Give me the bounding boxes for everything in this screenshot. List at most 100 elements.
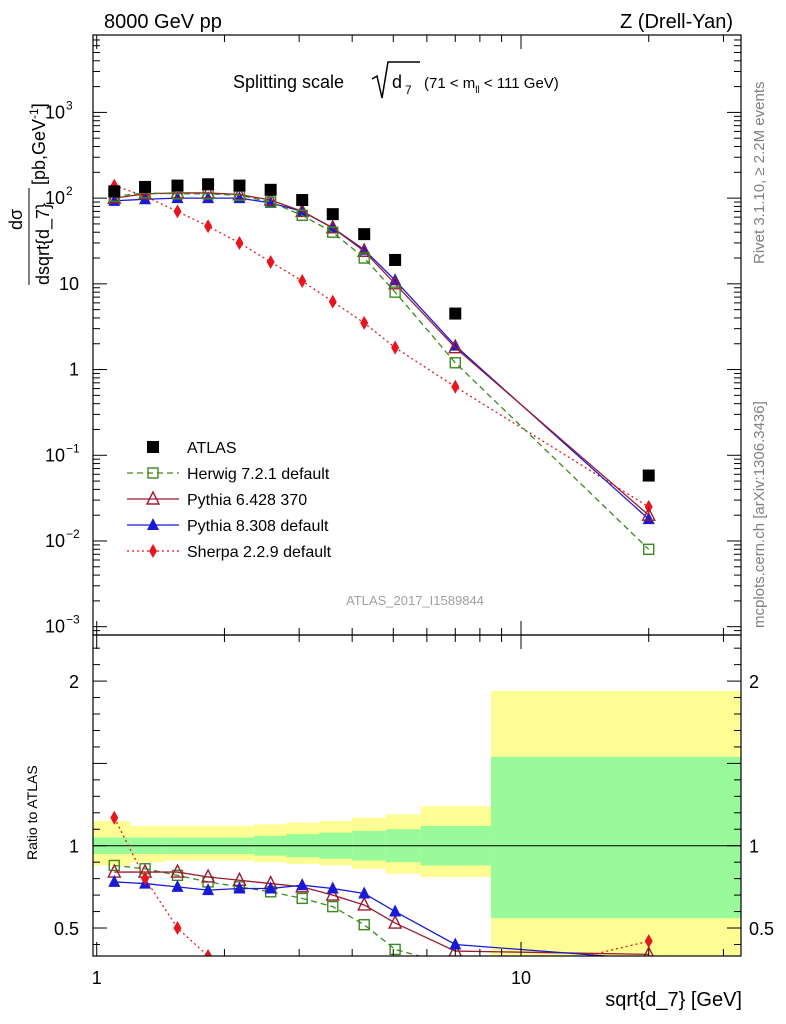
ratio-point-pythia-8-308-default bbox=[108, 874, 121, 887]
data-point-herwig-7-2-1-default bbox=[327, 226, 339, 238]
y-axis-label-main: dσ dsqrt{d_7} [pb,GeV-1] bbox=[6, 103, 54, 285]
data-point-atlas bbox=[642, 469, 655, 482]
y-tick-label: 10 bbox=[45, 102, 65, 122]
ratio-line-herwig-7-2-1-default bbox=[114, 864, 422, 956]
ratio-point-pythia-6-428-370 bbox=[170, 863, 185, 878]
y-tick-label: 10 bbox=[45, 617, 65, 637]
y-label-unit: [pb,GeV-1] bbox=[27, 103, 49, 185]
data-point-atlas bbox=[139, 180, 152, 193]
ratio-point-pythia-6-428-370 bbox=[200, 868, 216, 883]
ratio-uncertainty-bands bbox=[93, 690, 741, 956]
legend-marker-pythia-8-308-default bbox=[147, 518, 159, 530]
ratio-y-tick-label: 0.5 bbox=[54, 919, 79, 939]
ratio-point-pythia-8-308-default bbox=[171, 879, 184, 892]
legend-marker-pythia-6-428-370 bbox=[145, 490, 161, 505]
ratio-point-pythia-8-308-default bbox=[264, 881, 277, 894]
main-line-herwig-7-2-1-default bbox=[114, 192, 650, 550]
ratio-point-herwig-7-2-1-default bbox=[389, 943, 401, 956]
ratio-point-pythia-6-428-370 bbox=[387, 914, 403, 929]
y-tick-label: 1 bbox=[69, 360, 79, 380]
data-point-atlas bbox=[358, 228, 371, 241]
data-point-sherpa-2-2-9-default bbox=[298, 273, 307, 288]
plot-title: Splitting scale d 7 (71 < mll < 111 GeV) bbox=[233, 61, 559, 99]
ratio-line-pythia-8-308-default bbox=[114, 881, 615, 956]
legend-label-atlas: ATLAS bbox=[187, 440, 237, 457]
ratio-y-tick-label: 2 bbox=[69, 672, 79, 692]
ratio-point-pythia-8-308-default bbox=[202, 883, 215, 896]
legend-label-pythia-8-308-default: Pythia 8.308 default bbox=[187, 518, 329, 535]
ratio-point-pythia-8-308-default bbox=[326, 881, 339, 894]
ratio-point-sherpa-2-2-9-default bbox=[204, 949, 213, 956]
ratio-series bbox=[107, 810, 654, 956]
ratio-point-pythia-8-308-default bbox=[296, 878, 309, 891]
data-point-atlas bbox=[296, 194, 309, 207]
y-tick-label-exponent: 2 bbox=[66, 184, 73, 198]
y-tick-label: 10 bbox=[45, 188, 65, 208]
ratio-point-sherpa-2-2-9-default bbox=[110, 810, 119, 825]
plot-title-main: Splitting scale bbox=[233, 72, 344, 92]
data-point-pythia-6-428-370 bbox=[641, 506, 656, 521]
data-point-atlas bbox=[264, 183, 277, 196]
legend-marker-sherpa-2-2-9-default bbox=[149, 544, 157, 558]
data-point-sherpa-2-2-9-default bbox=[204, 219, 213, 234]
y-label-numerator: dσ bbox=[6, 209, 26, 230]
data-point-pythia-8-308-default bbox=[202, 191, 215, 204]
x-tick-label: 10 bbox=[511, 968, 531, 988]
ratio-point-pythia-6-428-370 bbox=[448, 942, 463, 956]
legend-label-sherpa-2-2-9-default: Sherpa 2.2.9 default bbox=[187, 544, 332, 561]
ratio-frame bbox=[92, 634, 742, 957]
data-point-pythia-6-428-370 bbox=[200, 184, 216, 199]
ratio-point-pythia-6-428-370 bbox=[643, 945, 654, 956]
ratio-point-sherpa-2-2-9-default bbox=[173, 921, 182, 936]
x-tick-label: 1 bbox=[92, 968, 102, 988]
data-point-atlas bbox=[326, 208, 339, 221]
data-point-atlas bbox=[389, 253, 402, 266]
data-point-pythia-6-428-370 bbox=[170, 184, 185, 199]
y-tick-label: 10 bbox=[45, 531, 65, 551]
ratio-point-pythia-8-308-default bbox=[358, 886, 371, 899]
data-point-herwig-7-2-1-default bbox=[449, 357, 461, 369]
data-point-herwig-7-2-1-default bbox=[296, 209, 308, 222]
y-tick-label: 10 bbox=[45, 445, 65, 465]
ratio-point-pythia-8-308-default bbox=[389, 904, 402, 917]
data-point-herwig-7-2-1-default bbox=[643, 543, 655, 555]
legend-marker-herwig-7-2-1-default bbox=[147, 467, 159, 479]
ratio-point-herwig-7-2-1-default bbox=[327, 900, 339, 913]
y-label-denominator: dsqrt{d_7} bbox=[33, 203, 54, 285]
legend-label-herwig-7-2-1-default: Herwig 7.2.1 default bbox=[187, 466, 330, 483]
ratio-point-sherpa-2-2-9-default bbox=[644, 934, 653, 949]
ratio-y-tick-label-right: 2 bbox=[749, 672, 759, 692]
y-tick-label-exponent: −2 bbox=[66, 527, 80, 541]
data-point-atlas bbox=[202, 178, 215, 191]
data-point-herwig-7-2-1-default bbox=[389, 286, 401, 298]
data-point-atlas bbox=[171, 179, 184, 192]
legend-label-pythia-6-428-370: Pythia 6.428 370 bbox=[187, 492, 307, 509]
main-line-sherpa-2-2-9-default bbox=[114, 184, 650, 508]
ratio-point-herwig-7-2-1-default bbox=[358, 919, 370, 931]
data-point-sherpa-2-2-9-default bbox=[391, 340, 400, 355]
ratio-line-pythia-6-428-370 bbox=[114, 871, 649, 956]
header-right-label: Z (Drell-Yan) bbox=[620, 11, 733, 33]
data-point-pythia-6-428-370 bbox=[357, 242, 372, 257]
y-axis-label-ratio: Ratio to ATLAS bbox=[24, 765, 40, 860]
inner-band-bin bbox=[491, 756, 741, 919]
data-point-sherpa-2-2-9-default bbox=[451, 379, 460, 394]
data-point-pythia-6-428-370 bbox=[448, 339, 463, 354]
data-point-atlas bbox=[108, 185, 121, 198]
ratio-point-pythia-6-428-370 bbox=[325, 886, 340, 901]
ratio-point-pythia-8-308-default bbox=[449, 937, 462, 950]
data-point-pythia-6-428-370 bbox=[263, 191, 278, 206]
legend: ATLAS Herwig 7.2.1 default Pythia 6.428 37… bbox=[127, 440, 332, 561]
y-tick-label: 10 bbox=[59, 274, 79, 294]
rivet-version-label: Rivet 3.1.10, ≥ 2.2M events bbox=[751, 82, 768, 265]
ratio-point-pythia-6-428-370 bbox=[357, 896, 372, 911]
sqrt-sign bbox=[371, 61, 420, 99]
ratio-point-herwig-7-2-1-default bbox=[108, 859, 120, 872]
data-point-sherpa-2-2-9-default bbox=[328, 294, 337, 309]
data-point-atlas bbox=[449, 307, 462, 320]
data-point-herwig-7-2-1-default bbox=[264, 196, 277, 208]
plot-title-sqrt-sub: 7 bbox=[405, 83, 412, 97]
legend-marker-atlas bbox=[147, 441, 159, 453]
